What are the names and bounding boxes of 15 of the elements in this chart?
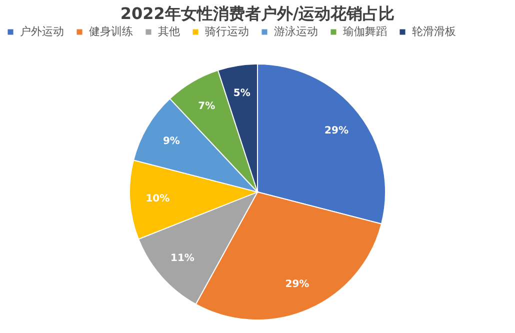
chart-title: 2022年女性消费者户外/运动花销占比: [120, 4, 395, 23]
legend-label: 瑜伽舞蹈: [343, 24, 387, 38]
data-label: 11%: [170, 253, 194, 264]
legend-label: 其他: [158, 24, 180, 38]
legend-label: 健身训练: [89, 24, 133, 38]
data-label: 5%: [233, 88, 250, 100]
data-label: 10%: [146, 193, 170, 204]
legend-label: 轮滑滑板: [412, 24, 456, 38]
legend-label: 户外运动: [20, 24, 64, 38]
data-label: 29%: [285, 278, 310, 290]
legend-label: 游泳运动: [274, 24, 318, 38]
data-label: 29%: [324, 126, 348, 137]
legend-label: 骑行运动: [205, 24, 249, 38]
data-label: 9%: [162, 136, 180, 148]
data-label: 7%: [198, 100, 216, 112]
